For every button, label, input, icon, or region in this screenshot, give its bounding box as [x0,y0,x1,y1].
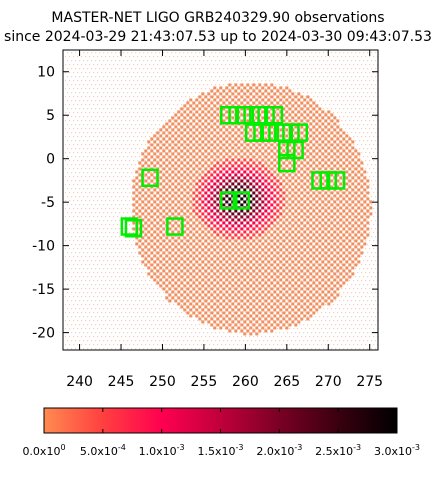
y-tick-label: 5 [46,108,55,124]
y-tick-label: 10 [37,65,55,81]
field-box [120,217,139,236]
y-tick-label: 0 [46,152,55,168]
field-box [141,168,159,188]
field-box [166,217,184,236]
colorbar-tick-label: 3.0x10-3 [374,443,420,458]
y-tick-label: -15 [32,282,55,298]
colorbar: 0.0x100 5.0x10-4 1.0x10-3 1.5x10-3 2.0x10-3 2… [22,407,420,458]
colorbar-gradient [43,407,398,434]
x-tick-label: 265 [273,374,300,390]
y-tick-label: -5 [41,195,55,211]
field-box [290,123,308,142]
y-tick-label: -20 [32,326,55,342]
field-box [327,171,346,190]
colorbar-tick-label: 5.0x10-4 [80,443,126,458]
x-tick-label: 275 [356,374,383,390]
field-box [124,219,143,238]
chart-title-line2: since 2024-03-29 21:43:07.53 up to 2024-… [4,29,432,45]
field-box [261,123,279,142]
x-tick-label: 250 [149,374,176,390]
colorbar-tick-label: 1.5x10-3 [198,443,244,458]
x-tick-label: 240 [66,374,93,390]
colorbar-tick-label: 1.0x10-3 [139,443,185,458]
field-box [278,153,296,173]
field-box [220,191,238,210]
observed-fields [120,105,346,238]
x-tick-label: 255 [191,374,218,390]
colorbar-tick-label: 0.0x100 [22,443,65,458]
field-box [265,105,284,125]
x-tick-label: 270 [315,374,342,390]
plot-area: 240 245 250 255 260 265 270 275 10 5 0 -5 -10 -15 -20 [32,49,383,390]
colorbar-tick-label: 2.0x10-3 [256,443,302,458]
plot-frame [62,49,379,351]
chart-title-line1: MASTER-NET LIGO GRB240329.90 observation… [51,10,384,26]
x-tick-label: 245 [108,374,135,390]
x-tick-label: 260 [232,374,259,390]
colorbar-tick-label: 2.5x10-3 [315,443,361,458]
probability-cells [132,83,373,336]
field-box [236,105,255,125]
field-box [232,191,250,210]
y-tick-label: -10 [32,239,55,255]
probability-heatmap [65,52,378,350]
